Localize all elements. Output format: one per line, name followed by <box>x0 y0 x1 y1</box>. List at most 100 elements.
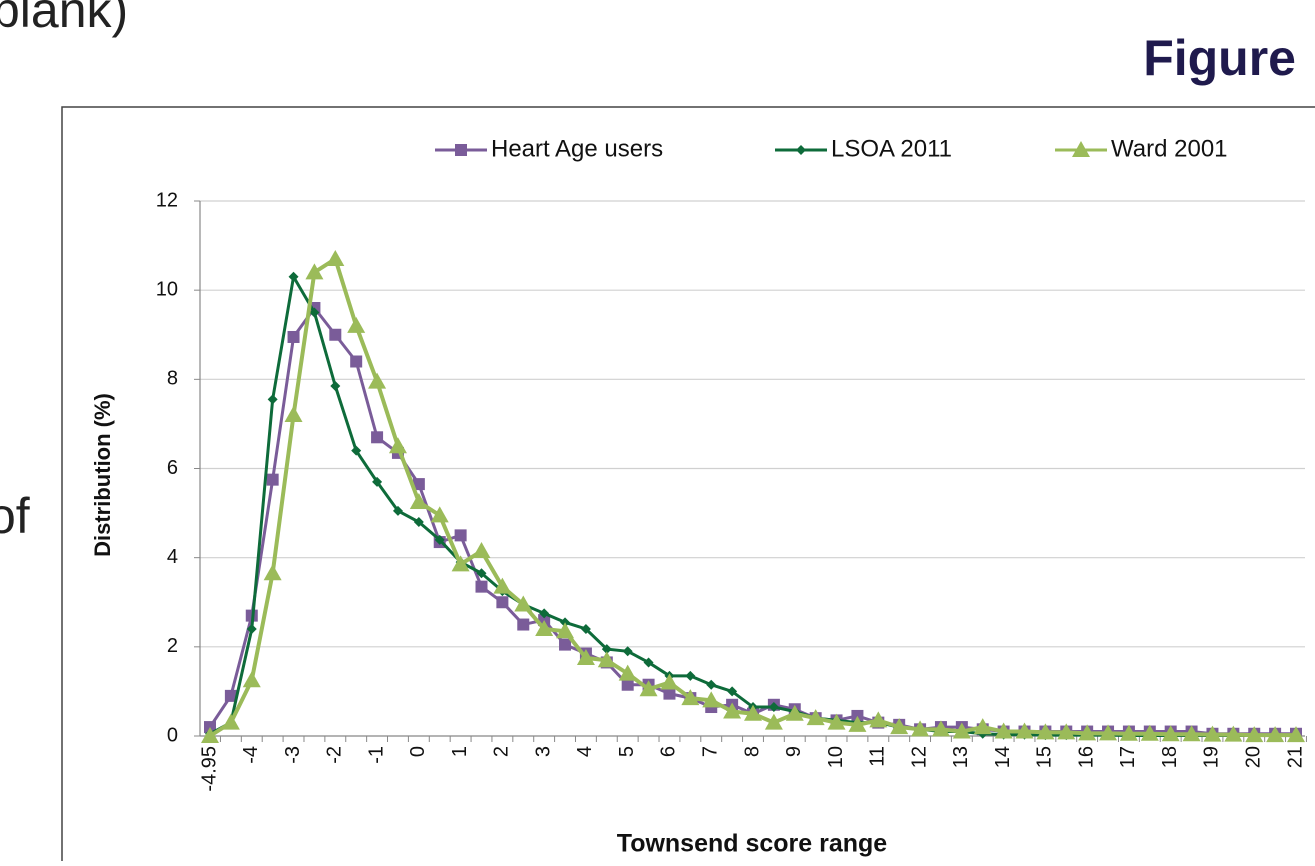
y-axis-title: Distribution (%) <box>90 393 115 557</box>
marker <box>472 541 491 558</box>
marker <box>622 646 633 657</box>
marker <box>559 638 572 651</box>
marker <box>890 718 909 735</box>
marker <box>305 263 324 280</box>
marker <box>412 478 425 491</box>
x-tick-label: -4.95 <box>198 746 220 792</box>
marker <box>430 506 449 523</box>
marker <box>288 271 299 282</box>
marker <box>368 372 387 389</box>
marker <box>931 720 950 737</box>
x-tick-label: -4 <box>240 746 262 764</box>
marker <box>263 564 282 581</box>
marker <box>785 704 804 721</box>
x-tick-label: 18 <box>1159 746 1181 768</box>
x-tick-label: 9 <box>783 746 805 757</box>
marker <box>1099 724 1118 741</box>
legend-label: Heart Age users <box>491 135 663 162</box>
marker <box>351 445 362 456</box>
marker <box>994 722 1013 739</box>
marker <box>764 713 783 730</box>
marker <box>1161 725 1180 742</box>
marker <box>768 702 779 713</box>
marker <box>681 689 700 706</box>
y-tick-label: 12 <box>156 189 178 211</box>
x-tick-label: 19 <box>1201 746 1223 768</box>
marker <box>1036 723 1055 740</box>
marker <box>329 328 342 341</box>
legend-label: LSOA 2011 <box>831 135 952 162</box>
marker <box>372 476 383 487</box>
legend-label: Ward 2001 <box>1111 135 1228 162</box>
marker <box>723 702 742 719</box>
marker <box>224 689 237 702</box>
y-tick-label: 4 <box>167 546 178 568</box>
marker <box>1140 724 1159 741</box>
marker <box>514 595 533 612</box>
marker <box>409 492 428 509</box>
x-tick-label: 12 <box>908 746 930 768</box>
marker <box>1119 724 1138 741</box>
y-tick-label: 6 <box>167 457 178 479</box>
marker <box>663 687 676 700</box>
marker <box>284 406 303 422</box>
x-tick-label: 5 <box>616 746 638 757</box>
marker <box>413 517 424 527</box>
x-tick-label: 20 <box>1243 746 1265 768</box>
x-tick-label: -3 <box>282 746 304 764</box>
marker <box>1182 725 1201 742</box>
x-tick-label: 8 <box>741 746 763 757</box>
slide-text: blank) <box>0 0 128 38</box>
marker <box>493 577 512 594</box>
marker <box>597 651 616 668</box>
x-tick-label: 11 <box>867 746 889 767</box>
x-tick-label: 16 <box>1075 746 1097 768</box>
marker <box>350 355 363 368</box>
marker <box>744 704 762 721</box>
marker <box>242 671 261 688</box>
y-tick-label: 10 <box>156 278 178 300</box>
marker <box>643 657 654 668</box>
x-tick-label: 2 <box>491 746 513 757</box>
marker <box>796 145 806 155</box>
marker <box>1245 726 1264 743</box>
marker <box>451 555 470 572</box>
marker <box>454 529 467 542</box>
y-tick-label: 2 <box>167 635 178 657</box>
marker <box>535 620 554 636</box>
x-tick-label: 0 <box>407 746 429 757</box>
marker <box>1203 725 1222 742</box>
x-tick-label: 21 <box>1284 746 1306 768</box>
marker <box>639 680 658 697</box>
marker <box>246 624 257 634</box>
marker <box>309 307 320 318</box>
marker <box>952 722 971 739</box>
marker <box>827 713 846 730</box>
marker <box>580 624 591 634</box>
marker <box>371 431 384 444</box>
marker <box>221 713 240 730</box>
marker <box>539 608 550 619</box>
x-tick-label: -2 <box>324 746 346 764</box>
x-tick-label: 10 <box>825 746 847 768</box>
marker <box>388 437 407 454</box>
marker <box>727 686 738 697</box>
x-tick-label: 4 <box>574 746 596 757</box>
marker <box>618 664 637 681</box>
marker <box>869 711 888 728</box>
marker <box>576 648 595 665</box>
x-tick-label: 14 <box>992 746 1014 768</box>
x-tick-label: 15 <box>1034 746 1056 768</box>
marker <box>601 644 612 655</box>
marker <box>1287 726 1305 743</box>
x-tick-label: 7 <box>700 746 722 757</box>
marker <box>517 618 530 631</box>
marker <box>1266 726 1285 743</box>
marker <box>266 473 279 486</box>
x-tick-label: 6 <box>658 746 680 757</box>
marker <box>1078 724 1097 741</box>
marker <box>201 727 219 743</box>
x-tick-label: 17 <box>1117 746 1139 768</box>
